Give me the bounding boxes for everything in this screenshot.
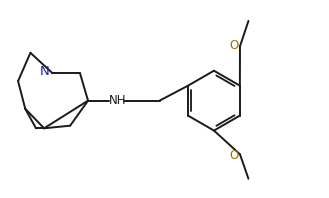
Text: N: N [40, 65, 50, 78]
Text: O: O [229, 39, 239, 52]
Text: O: O [229, 149, 239, 162]
Text: NH: NH [109, 94, 126, 107]
